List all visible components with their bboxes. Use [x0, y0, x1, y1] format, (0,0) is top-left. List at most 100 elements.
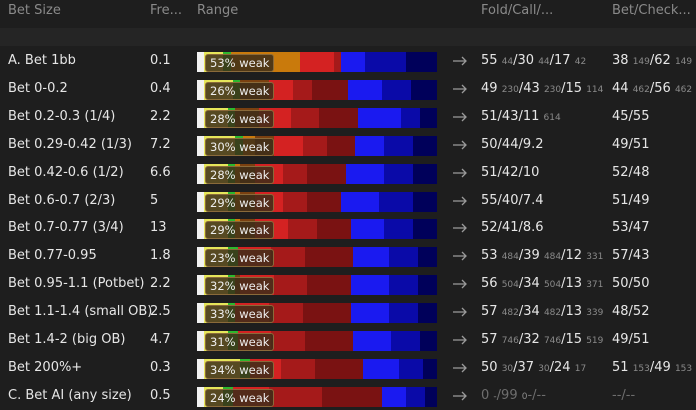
- percentage: 51/42/10: [481, 164, 540, 180]
- range-segment: [304, 331, 353, 351]
- range-segment: [197, 358, 205, 379]
- bet-size: Bet 200%+: [8, 359, 83, 375]
- bet-check-result: 49/51: [612, 137, 649, 152]
- range-segment: [422, 358, 437, 379]
- percentage: 51/49: [612, 192, 650, 208]
- percentage: /99: [496, 387, 518, 403]
- fold-call-result: 51/43/11 614: [481, 109, 561, 124]
- arrow-icon: [453, 84, 467, 94]
- percentage: /43: [518, 80, 540, 96]
- arrow-icon: [453, 112, 467, 122]
- bet-size: Bet 0.42-0.6 (1/2): [8, 164, 124, 180]
- column-header[interactable]: Range: [197, 3, 239, 18]
- range-segment: [333, 52, 341, 72]
- table-row[interactable]: Bet 0.95-1.1 (Potbet) 2.2 32% weak 56 504/3…: [0, 272, 696, 298]
- percentage: 49/51: [612, 136, 650, 152]
- column-header[interactable]: Bet/Check...: [612, 3, 691, 18]
- table-row[interactable]: A. Bet 1bb 0.1 53% weak 55 44/30 44/17 42 38…: [0, 49, 696, 75]
- bet-check-result: 51/49: [612, 193, 649, 208]
- range-segment: [340, 191, 380, 212]
- column-header[interactable]: Fre...: [150, 3, 182, 18]
- range-segment: [357, 107, 401, 128]
- range-segment: [417, 247, 437, 268]
- table-row[interactable]: Bet 0.42-0.6 (1/2) 6.6 28% weak 51/42/10 52/…: [0, 161, 696, 187]
- range-segment: [348, 79, 382, 100]
- percentage: 57: [481, 304, 498, 320]
- frequency: 0.3: [150, 359, 171, 375]
- bet-check-result: 45/55: [612, 109, 649, 124]
- percentage: 51/43/11: [481, 108, 540, 124]
- header-band: [0, 28, 696, 46]
- bet-check-result: 53/47: [612, 220, 649, 235]
- frequency: 2.5: [150, 304, 171, 320]
- table-row[interactable]: Bet 0.6-0.7 (2/3) 5 29% weak 55/40/7.4 51/49: [0, 189, 696, 215]
- sample-count: 149: [674, 57, 693, 67]
- weak-pill: 29% weak: [205, 193, 275, 212]
- percentage: 51: [612, 359, 629, 375]
- sample-count: 331: [586, 252, 604, 263]
- range-segment: [391, 331, 421, 351]
- range-segment: [412, 163, 437, 184]
- weak-pill: 53% weak: [205, 54, 275, 72]
- bet-check-result: 49/51: [612, 332, 649, 347]
- fold-call-result: 50 30/37 30/24 17: [481, 360, 586, 375]
- bet-size: C. Bet AI (any size): [8, 387, 132, 403]
- arrow-icon: [453, 391, 467, 401]
- percentage: 55: [481, 53, 498, 68]
- sample-count: 230: [501, 84, 519, 95]
- percentage: /13: [561, 276, 583, 292]
- percentage: /32: [518, 332, 540, 347]
- range-segment: [384, 219, 413, 240]
- range-segment: [197, 79, 205, 100]
- table-row[interactable]: Bet 0.29-0.42 (1/3) 7.2 30% weak 50/44/9.2 4…: [0, 133, 696, 159]
- table-row[interactable]: Bet 0-0.2 0.4 26% weak 49 230/43 230/15 114…: [0, 77, 696, 103]
- weak-pill: 23% weak: [205, 249, 275, 268]
- range-segment: [420, 107, 437, 128]
- range-segment: [424, 386, 437, 407]
- range-segment: [268, 386, 322, 407]
- range-segment: [290, 107, 320, 128]
- range-segment: [197, 135, 205, 156]
- range-segment: [307, 163, 346, 184]
- fold-call-result: 50/44/9.2: [481, 137, 544, 152]
- percentage: 56: [481, 276, 498, 292]
- percentage: 57/43: [612, 248, 650, 264]
- arrow-icon: [453, 307, 467, 317]
- range-segment: [316, 219, 351, 240]
- table-row[interactable]: Bet 0.77-0.95 1.8 23% weak 53 484/39 484/12…: [0, 244, 696, 270]
- range-segment: [384, 135, 413, 156]
- table-row[interactable]: Bet 1.1-1.4 (small OB) 2.5 33% weak 57 482/…: [0, 300, 696, 326]
- sample-count: 30: [501, 363, 514, 374]
- bet-check-result: 48/52: [612, 304, 649, 319]
- sample-count: 153: [674, 363, 693, 374]
- weak-pill: 30% weak: [205, 137, 275, 156]
- table-row[interactable]: Bet 0.7-0.77 (3/4) 13 29% weak 52/41/8.6 53/…: [0, 216, 696, 242]
- percentage: 53/47: [612, 220, 650, 236]
- table-row[interactable]: Bet 200%+ 0.3 34% weak 50 30/37 30/24 17 51 …: [0, 356, 696, 382]
- range-segment: [340, 52, 365, 72]
- sample-count: -: [493, 391, 497, 402]
- range-segment: [307, 275, 351, 296]
- column-header[interactable]: Bet Size: [8, 3, 61, 18]
- table-row[interactable]: Bet 1.4-2 (big OB) 4.7 31% weak 57 746/32 7…: [0, 328, 696, 354]
- range-segment: [412, 191, 437, 212]
- sample-count: 746: [501, 336, 519, 346]
- sample-count: 482: [501, 308, 519, 319]
- arrow-icon: [453, 196, 467, 205]
- table-row[interactable]: Bet 0.2-0.3 (1/4) 2.2 28% weak 51/43/11 614…: [0, 105, 696, 131]
- sample-count: 504: [543, 280, 562, 291]
- weak-pill: 29% weak: [205, 221, 275, 240]
- percentage: 52/41/8.6: [481, 220, 544, 236]
- table-row[interactable]: C. Bet AI (any size) 0.5 24% weak 0 -/99 0-…: [0, 384, 696, 410]
- bet-size: Bet 0.6-0.7 (2/3): [8, 192, 116, 208]
- range-segment: [197, 247, 205, 268]
- bet-size: Bet 0.2-0.3 (1/4): [8, 108, 116, 124]
- sample-count: 484: [543, 252, 562, 263]
- range-segment: [352, 247, 389, 268]
- range-segment: [321, 386, 382, 407]
- column-header[interactable]: Fold/Call/...: [481, 3, 554, 18]
- frequency: 13: [150, 220, 167, 236]
- percentage: 50/44/9.2: [481, 136, 544, 152]
- bet-check-result: --/--: [612, 388, 635, 403]
- frequency: 6.6: [150, 164, 171, 180]
